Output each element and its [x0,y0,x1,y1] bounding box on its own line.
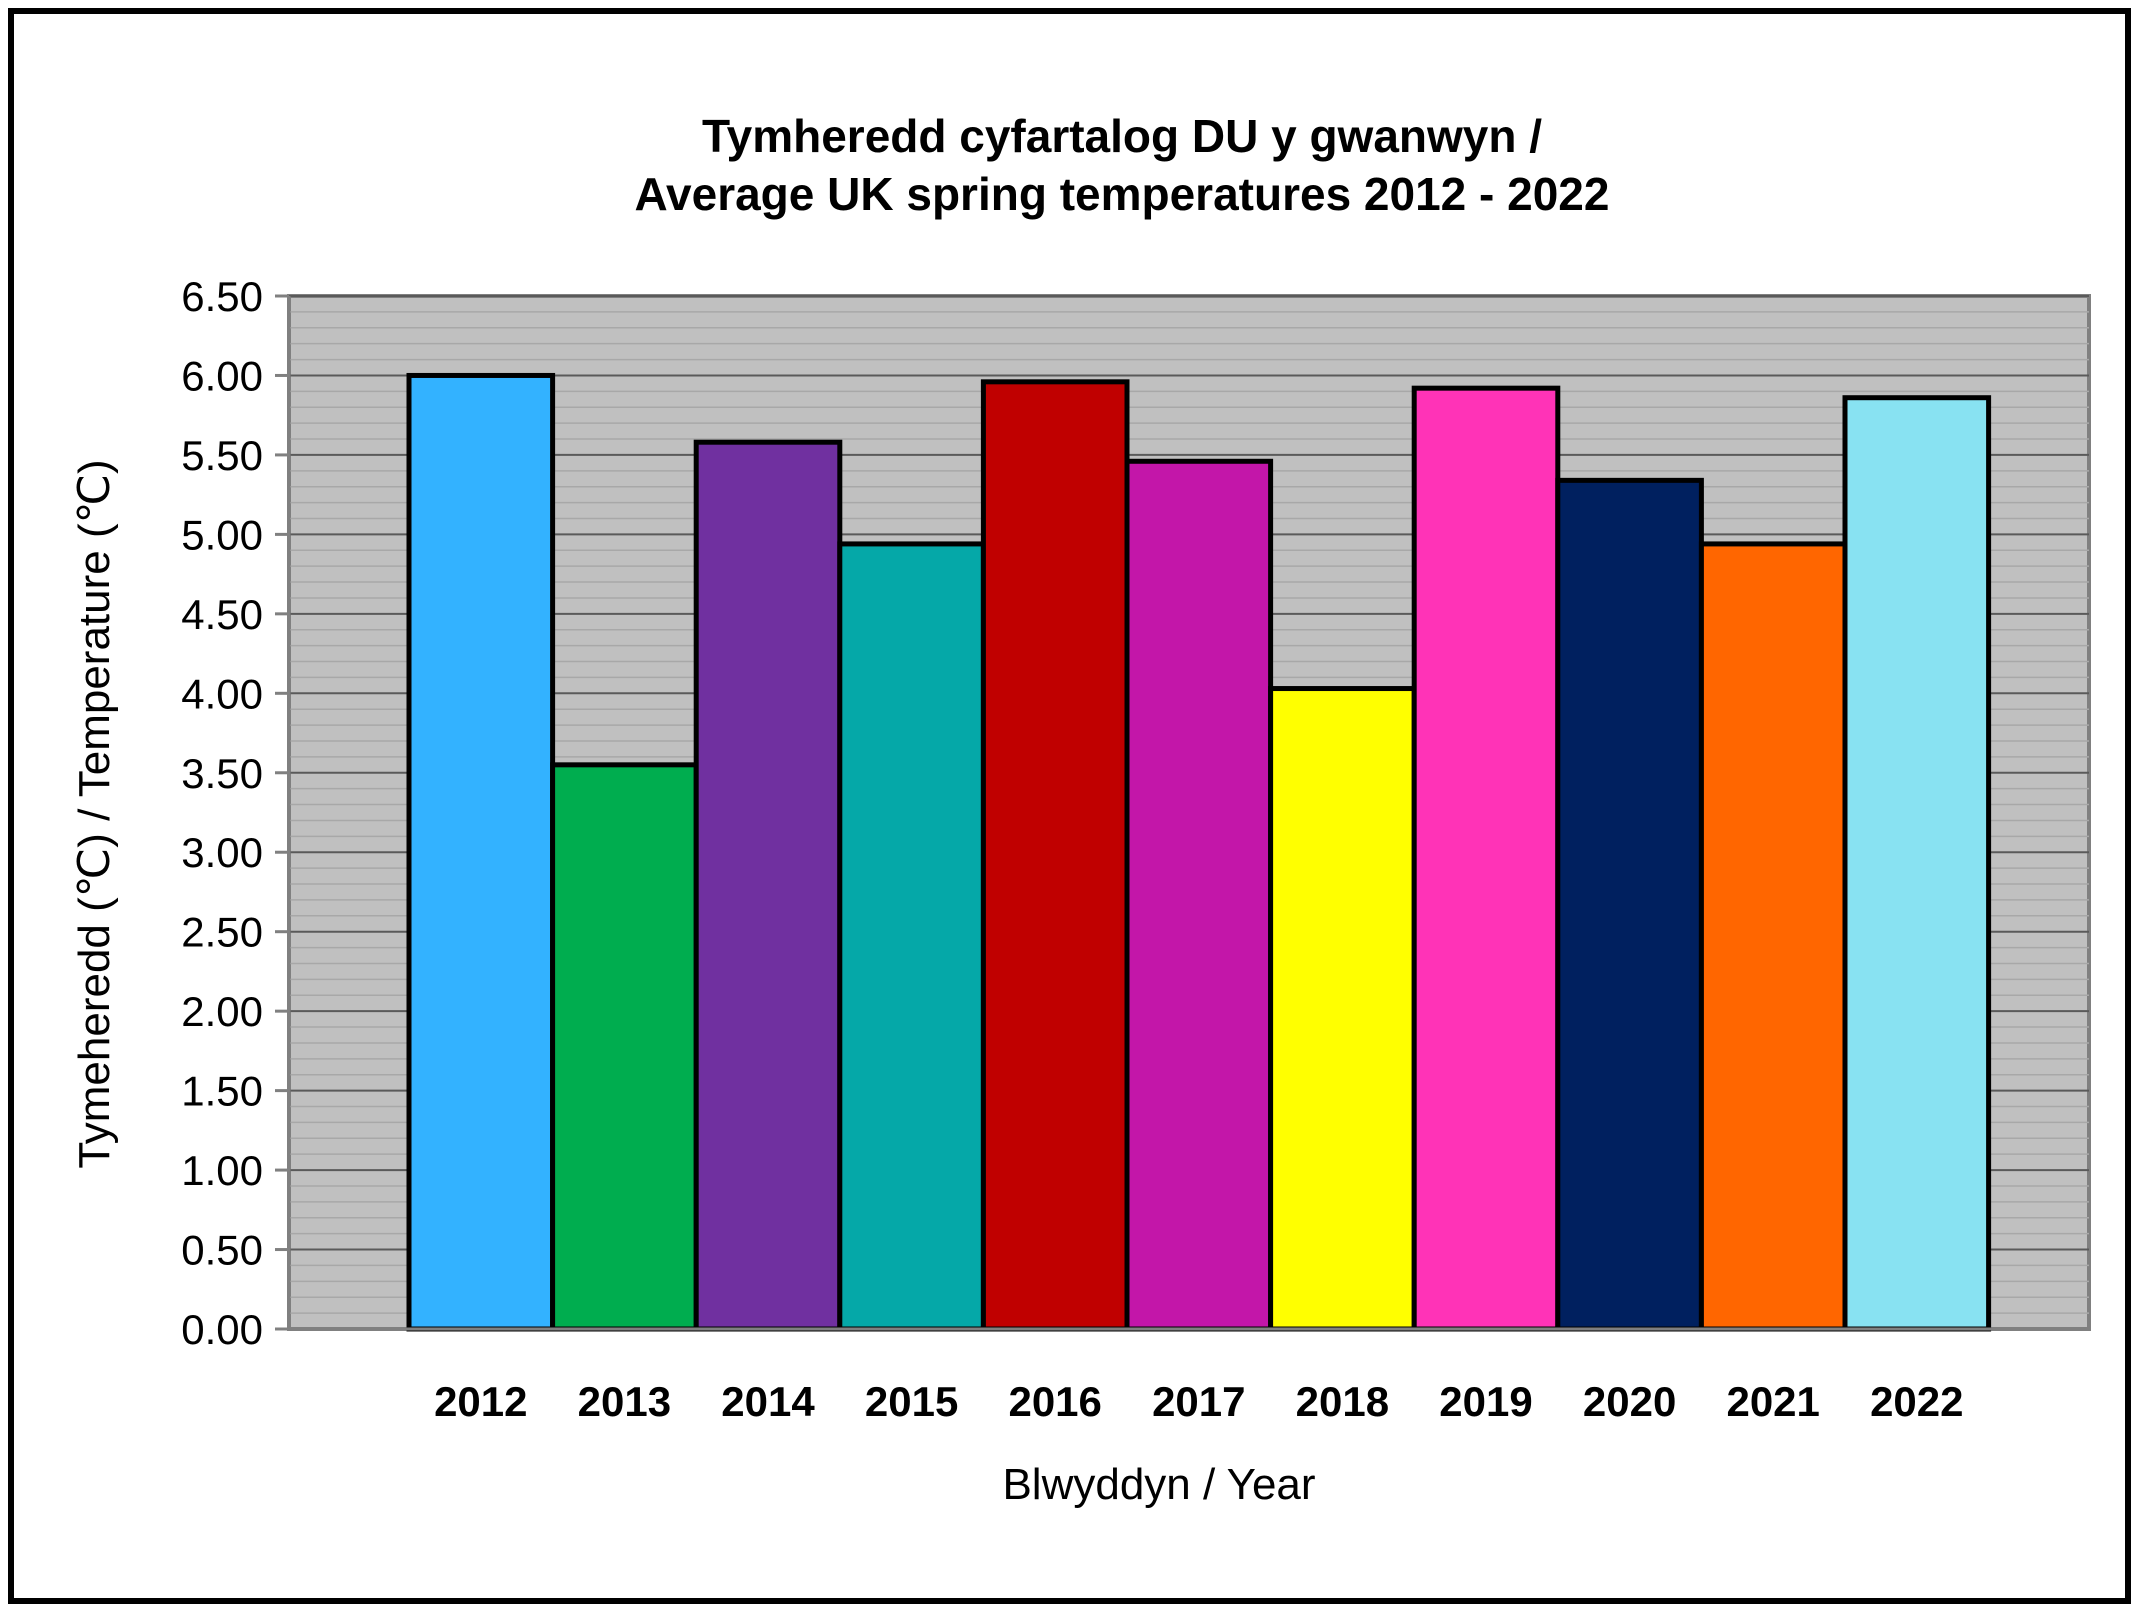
y-tick-label: 6.50 [181,273,263,320]
y-tick-label: 0.50 [181,1227,263,1274]
bar-2018 [1268,686,1417,1332]
x-tick-label: 2019 [1439,1378,1532,1425]
bar-2021 [1698,541,1848,1332]
chart-title-line-1: Tymheredd cyfartalog DU y gwanwyn / [702,110,1542,162]
y-tick-label: 4.50 [181,591,263,638]
x-tick-label: 2016 [1008,1378,1101,1425]
y-tick-label: 5.00 [181,511,263,558]
x-tick-label: 2015 [865,1378,958,1425]
y-tick-label: 2.00 [181,988,263,1035]
bar-2020 [1555,477,1704,1332]
x-tick-label: 2022 [1870,1378,1963,1425]
x-axis-title: Blwyddyn / Year [1002,1460,1315,1509]
bar-2016 [980,379,1130,1332]
y-tick-label: 0.00 [181,1306,263,1353]
y-tick-label: 1.00 [181,1147,263,1194]
chart-title-line-2: Average UK spring temperatures 2012 - 20… [635,168,1610,220]
x-tick-label: 2020 [1583,1378,1676,1425]
x-tick-label: 2021 [1726,1378,1819,1425]
chart-frame: Tymheredd cyfartalog DU y gwanwyn / Aver… [8,8,2131,1604]
y-tick-label: 3.50 [181,750,263,797]
x-tick-label: 2013 [578,1378,671,1425]
y-tick-label: 2.50 [181,909,263,956]
y-tick-label: 1.50 [181,1068,263,1115]
bar-2015 [837,541,986,1332]
x-tick-label: 2017 [1152,1378,1245,1425]
x-tick-label: 2012 [434,1378,527,1425]
y-tick-labels: 0.00 0.50 1.00 1.50 2.00 2.50 3.00 3.50 4.00 4.50… [181,273,289,1353]
bar-2017 [1124,458,1274,1332]
bar-2014 [693,439,843,1332]
y-tick-label: 3.00 [181,829,263,876]
x-tick-label: 2014 [721,1378,815,1425]
chart-svg: Tymheredd cyfartalog DU y gwanwyn / Aver… [70,110,2091,1509]
y-tick-label: 4.00 [181,670,263,717]
x-tick-label: 2018 [1296,1378,1389,1425]
bar-2013 [550,762,699,1332]
bar-2022 [1842,395,1992,1332]
y-tick-label: 6.00 [181,352,263,399]
x-tick-labels: 2012 2013 2014 2015 2016 2017 2018 2019 2020 2021… [434,1378,1963,1425]
bars-group [406,372,1992,1332]
bar-2012 [406,372,556,1332]
y-axis-title: Tymeheredd (℃) / Temperature (℃) [70,459,119,1168]
y-tick-label: 5.50 [181,432,263,479]
bar-2019 [1411,385,1561,1332]
